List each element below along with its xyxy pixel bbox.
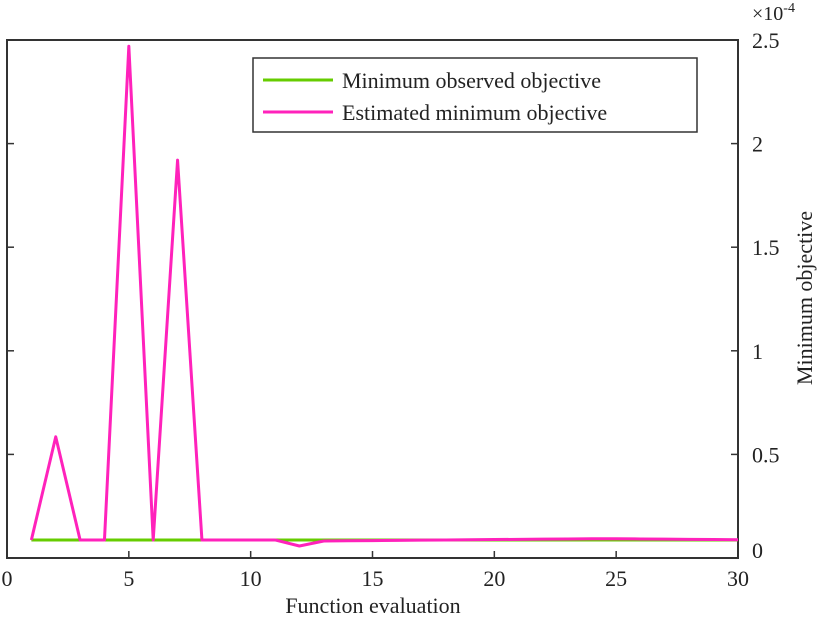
- x-tick-label: 15: [362, 566, 384, 591]
- x-axis-label: Function evaluation: [285, 593, 460, 618]
- x-tick-label: 0: [2, 566, 13, 591]
- y-tick-label: 0.5: [752, 442, 780, 467]
- y-tick-label: 1.5: [752, 235, 780, 260]
- legend: Minimum observed objective Estimated min…: [252, 57, 698, 133]
- series-line-estimated: [29, 44, 739, 548]
- y-tick-label: 2: [752, 132, 763, 157]
- x-tick-label: 30: [727, 566, 749, 591]
- x-tick-label: 10: [240, 566, 262, 591]
- y-tick-label: 0: [752, 538, 763, 563]
- x-tick-label: 20: [483, 566, 505, 591]
- series-lines: [29, 44, 739, 548]
- y-tick-label: 1: [752, 339, 763, 364]
- y-axis-label: Minimum objective: [792, 211, 817, 385]
- x-tick-label: 25: [605, 566, 627, 591]
- y-tick-label: 2.5: [752, 28, 780, 53]
- y-exponent-label: ×10-4: [752, 1, 795, 25]
- legend-box: [252, 57, 698, 133]
- legend-label-observed: Minimum observed objective: [342, 68, 601, 93]
- x-tick-label: 5: [123, 566, 134, 591]
- legend-label-estimated: Estimated minimum objective: [342, 100, 607, 125]
